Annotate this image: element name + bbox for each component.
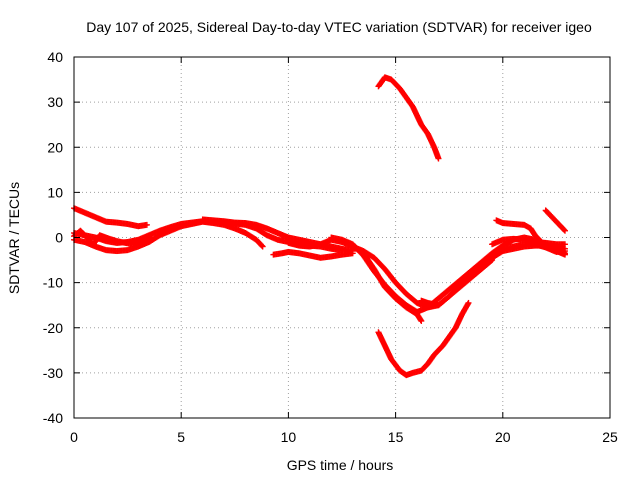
y-tick-label: 10: [47, 184, 63, 200]
y-tick-label: 30: [47, 94, 63, 110]
y-tick-label: 20: [47, 139, 63, 155]
series-band-l: [489, 235, 568, 248]
series-band-d: [71, 227, 155, 248]
x-tick-label: 25: [602, 429, 618, 445]
series-band-m: [542, 207, 568, 234]
axis-ticks: 0 5 10 15 20 25 -40 -30 -20 -10 0 10 20 30 40: [43, 49, 618, 445]
y-tick-label: 0: [55, 230, 63, 246]
series-band-f: [270, 248, 356, 261]
series-band-e: [199, 216, 356, 255]
x-tick-label: 10: [281, 429, 297, 445]
y-tick-label: -30: [43, 365, 63, 381]
y-axis-label: SDTVAR / TECUs: [6, 182, 22, 294]
series-band-n: [499, 241, 568, 255]
series-lower-arc: [375, 299, 472, 379]
y-tick-label: 40: [47, 49, 63, 65]
series-band-i: [349, 243, 425, 324]
y-tick-label: -40: [43, 410, 63, 426]
data-series: [71, 74, 568, 379]
x-tick-label: 0: [70, 429, 78, 445]
x-tick-label: 15: [388, 429, 404, 445]
x-tick-label: 20: [495, 429, 511, 445]
y-tick-label: -20: [43, 320, 63, 336]
x-tick-label: 5: [177, 429, 185, 445]
series-upper-arc: [375, 74, 442, 162]
chart-title: Day 107 of 2025, Sidereal Day-to-day VTE…: [86, 19, 592, 35]
series-band-j: [418, 257, 496, 309]
y-tick-label: -10: [43, 275, 63, 291]
series-band-a: [71, 205, 150, 230]
x-axis-label: GPS time / hours: [287, 457, 394, 473]
